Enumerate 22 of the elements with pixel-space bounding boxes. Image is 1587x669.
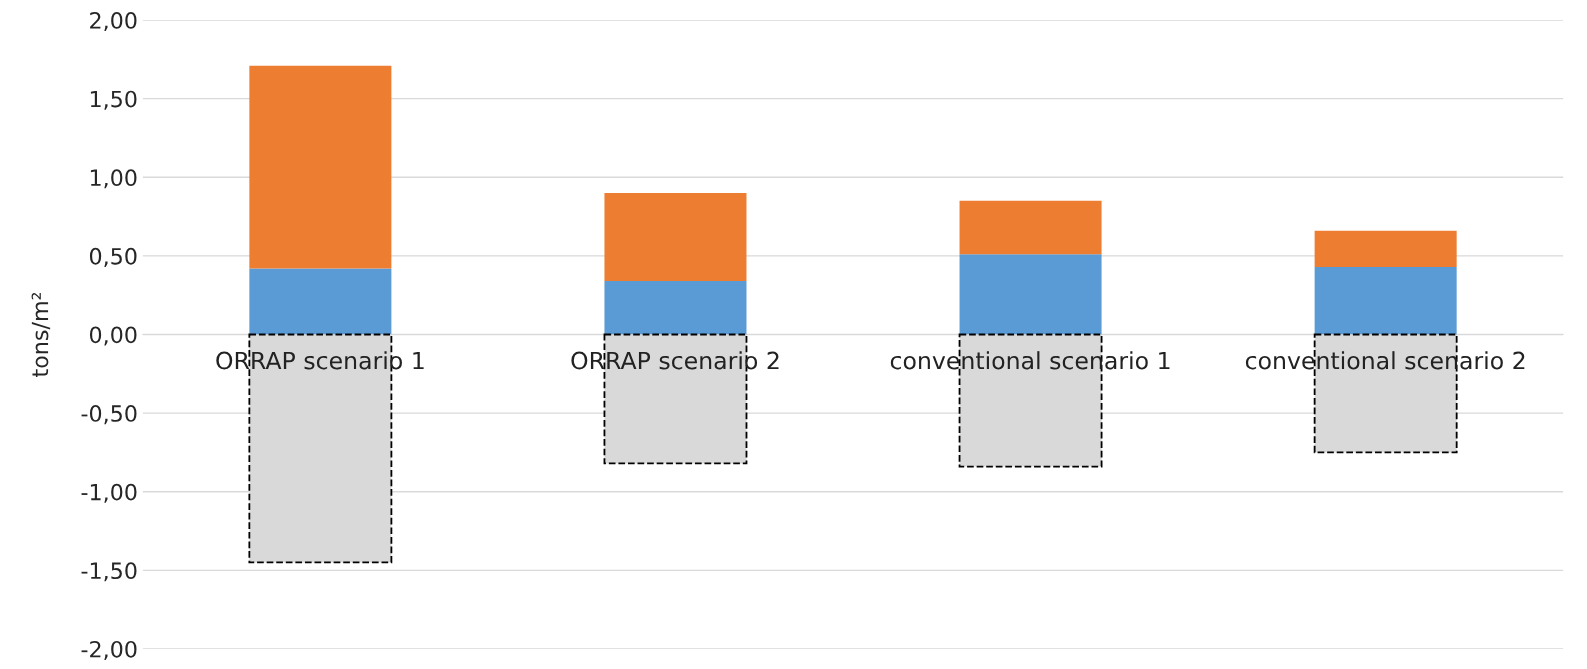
x-tick-label: conventional scenario 2 (1245, 351, 1525, 370)
y-axis-title: tons/m² (31, 292, 51, 377)
y-tick-label: -1,00 (81, 483, 137, 503)
y-tick-label: -2,00 (81, 640, 137, 660)
y-tick-label: 1,50 (90, 90, 137, 110)
x-tick-label: conventional scenario 1 (890, 351, 1170, 370)
bar (1314, 266, 1457, 335)
bar (604, 281, 747, 335)
bar (959, 200, 1102, 255)
x-tick-label: ORRAP scenario 1 (216, 351, 424, 370)
bar (249, 65, 392, 269)
bar (959, 254, 1102, 335)
bar (1314, 230, 1457, 267)
y-tick-label: 2,00 (90, 12, 137, 32)
bar (604, 193, 747, 282)
y-tick-label: 1,00 (90, 169, 137, 189)
y-tick-label: 0,50 (89, 247, 137, 267)
x-tick-label: ORRAP scenario 2 (571, 351, 779, 370)
y-tick-label: -1,50 (81, 562, 137, 582)
y-tick-label: -0,50 (81, 405, 137, 425)
bar (249, 268, 392, 335)
y-tick-label: 0,00 (89, 326, 137, 346)
